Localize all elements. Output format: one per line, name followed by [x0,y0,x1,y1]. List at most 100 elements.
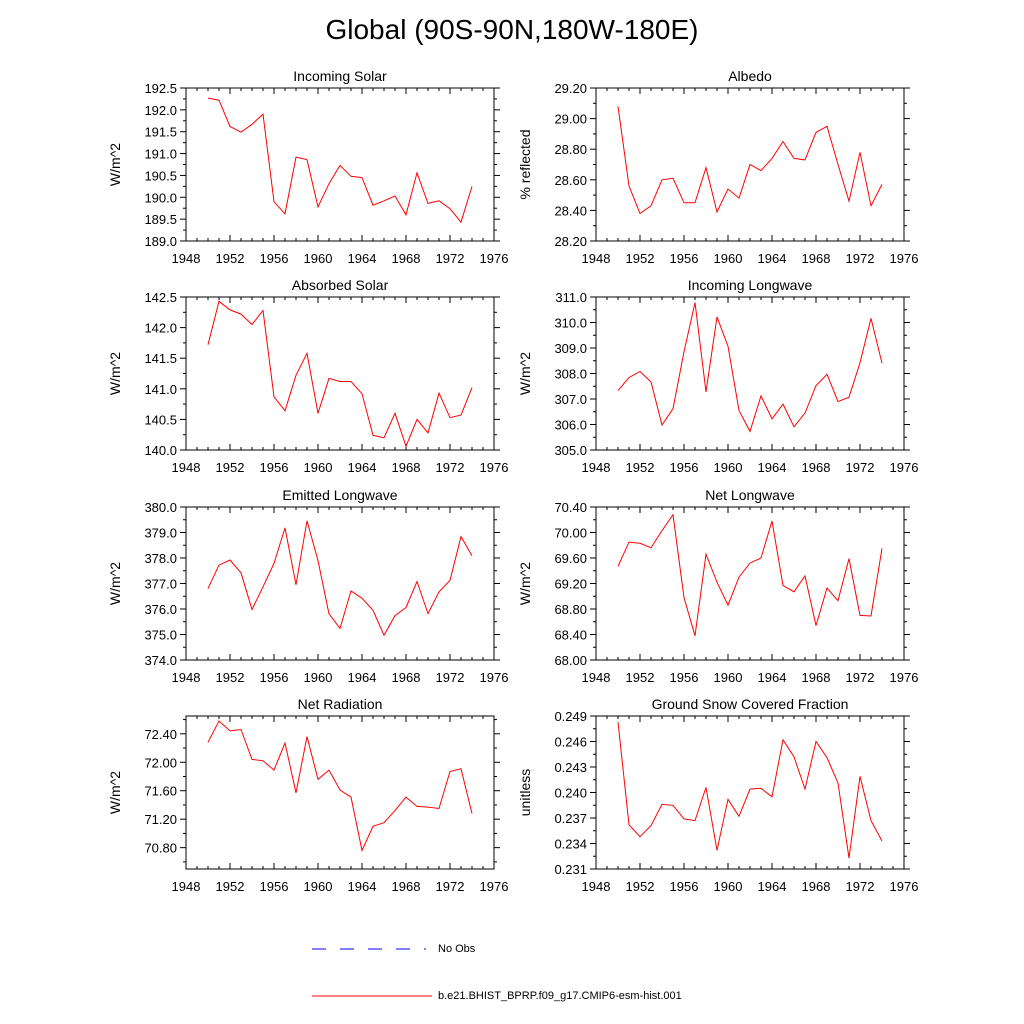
x-tick-label: 1972 [846,670,875,685]
y-tick-label: 192.5 [144,81,177,96]
x-tick-label: 1960 [304,460,333,475]
x-tick-label: 1952 [626,879,655,894]
y-tick-label: 307.0 [554,392,587,407]
panel-title: Incoming Solar [293,68,387,84]
x-tick-label: 1956 [260,460,289,475]
x-tick-label: 1948 [582,460,611,475]
y-tick-label: 140.5 [144,412,177,427]
x-tick-label: 1960 [714,460,743,475]
y-tick-label: 28.80 [554,142,587,157]
panel-title: Ground Snow Covered Fraction [652,696,849,712]
y-tick-label: 69.20 [554,577,587,592]
y-tick-label: 69.60 [554,551,587,566]
legend-obs-label: No Obs [438,943,476,955]
panel-title: Emitted Longwave [282,487,397,503]
x-tick-label: 1948 [172,460,201,475]
plot-frame [595,506,905,661]
x-tick-label: 1972 [436,460,465,475]
y-tick-label: 191.0 [144,147,177,162]
x-tick-label: 1964 [758,460,787,475]
y-tick-label: 378.0 [144,551,177,566]
y-tick-label: 68.40 [554,628,587,643]
y-axis-label: W/m^2 [107,771,123,814]
y-tick-label: 189.0 [144,234,177,249]
y-tick-label: 28.60 [554,173,587,188]
x-tick-label: 1960 [714,251,743,266]
x-tick-label: 1956 [670,879,699,894]
y-axis-label: W/m^2 [107,562,123,605]
x-tick-label: 1972 [846,879,875,894]
x-tick-label: 1972 [436,251,465,266]
x-tick-label: 1948 [172,670,201,685]
panel-title: Incoming Longwave [688,277,813,293]
y-tick-label: 191.5 [144,125,177,140]
panel-title: Net Longwave [705,487,795,503]
y-axis-label: W/m^2 [517,562,533,605]
x-tick-label: 1976 [890,670,919,685]
panel-title: Net Radiation [298,696,383,712]
series-line [207,720,473,853]
legend-obs-swatch [312,948,426,950]
x-tick-label: 1960 [304,879,333,894]
series-line [207,97,473,224]
x-tick-label: 1972 [436,879,465,894]
x-tick-label: 1976 [480,251,509,266]
series-line [617,721,883,859]
x-tick-label: 1976 [480,460,509,475]
y-tick-label: 189.5 [144,212,177,227]
x-tick-label: 1968 [802,670,831,685]
y-tick-label: 0.246 [554,735,587,750]
y-tick-label: 141.0 [144,382,177,397]
x-tick-label: 1968 [802,251,831,266]
y-tick-label: 375.0 [144,628,177,643]
x-tick-label: 1956 [670,670,699,685]
y-tick-label: 141.5 [144,351,177,366]
y-tick-label: 29.00 [554,112,587,127]
y-tick-label: 28.40 [554,203,587,218]
x-tick-label: 1968 [802,879,831,894]
y-tick-label: 140.0 [144,443,177,458]
panel-incoming-solar: Incoming Solar 1948 1952 1956 1960 1964 1968 19… [107,68,508,266]
y-tick-label: 0.234 [554,837,587,852]
y-tick-label: 311.0 [555,290,587,305]
x-tick-label: 1952 [216,879,245,894]
panel-net-radiation: Net Radiation 1948 1952 1956 1960 1964 1968 197… [107,696,508,894]
legend-model-label: b.e21.BHIST_BPRP.f09_g17.CMIP6-esm-hist.… [438,990,682,1002]
x-tick-label: 1956 [260,670,289,685]
x-tick-label: 1964 [758,251,787,266]
x-tick-label: 1972 [436,670,465,685]
y-tick-label: 28.20 [554,234,587,249]
x-tick-label: 1956 [260,251,289,266]
panel-albedo: Albedo 1948 1952 1956 1960 1964 1968 1972 1976 28… [517,68,918,266]
series-line [617,302,883,433]
y-tick-label: 142.0 [144,321,177,336]
x-tick-label: 1948 [172,879,201,894]
legend-model-swatch [312,995,432,997]
x-tick-label: 1964 [758,670,787,685]
y-axis-label: % reflected [517,129,533,199]
plot-frame [185,715,495,870]
y-tick-label: 379.0 [144,526,177,541]
x-tick-label: 1968 [392,670,421,685]
x-tick-label: 1968 [392,879,421,894]
y-tick-label: 377.0 [144,577,177,592]
y-tick-label: 70.40 [554,500,587,515]
panel-net-longwave: Net Longwave 1948 1952 1956 1960 1964 1968 1972… [517,487,918,685]
y-tick-label: 190.0 [144,190,177,205]
x-tick-label: 1968 [392,460,421,475]
x-tick-label: 1956 [670,251,699,266]
y-tick-label: 190.5 [144,168,177,183]
x-tick-label: 1964 [758,879,787,894]
x-tick-label: 1976 [480,879,509,894]
y-axis-label: W/m^2 [107,352,123,395]
x-tick-label: 1952 [216,460,245,475]
x-tick-label: 1956 [670,460,699,475]
y-tick-label: 306.0 [554,418,587,433]
x-tick-label: 1976 [890,251,919,266]
x-tick-label: 1960 [714,879,743,894]
y-tick-label: 72.40 [144,727,177,742]
y-tick-label: 308.0 [554,367,587,382]
y-tick-label: 380.0 [144,500,177,515]
y-tick-label: 70.80 [144,841,177,856]
